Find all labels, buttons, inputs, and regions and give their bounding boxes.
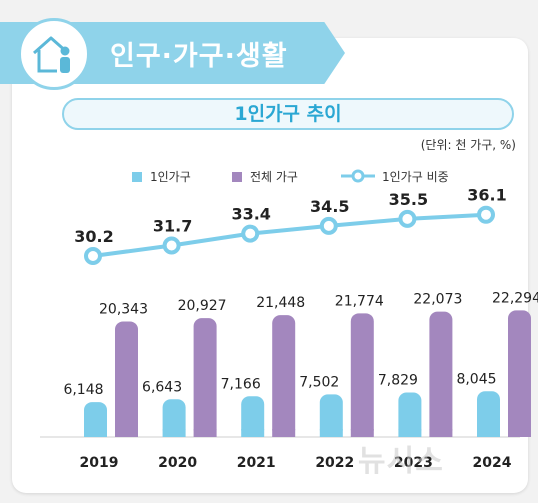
- x-tick-label: 2019: [80, 455, 119, 471]
- x-tick-label: 2022: [315, 455, 354, 471]
- legend-swatch-total: [232, 172, 242, 182]
- legend-item-ratio: 1인가구 비중: [340, 168, 449, 186]
- bar-total-base: [272, 429, 296, 437]
- ratio-point: [162, 236, 181, 255]
- data-label-ratio: 34.5: [310, 197, 349, 216]
- legend-line-icon: [341, 169, 375, 183]
- data-label-total: 21,448: [256, 295, 305, 311]
- data-label-total: 20,927: [178, 298, 227, 314]
- chart-legend: 1인가구 전체 가구 1인가구 비중: [132, 168, 492, 186]
- bar-one-person-base: [398, 429, 422, 437]
- unit-note: (단위: 천 가구, %): [420, 138, 516, 152]
- data-label-one-person: 7,502: [299, 374, 339, 390]
- legend-label-ratio: 1인가구 비중: [382, 170, 449, 184]
- bar-total-base: [350, 429, 374, 437]
- legend-label-total: 전체 가구: [250, 170, 298, 184]
- legend-item-one-person: 1인가구: [132, 168, 191, 186]
- bar-one-person-base: [477, 429, 500, 437]
- bar-one-person: [241, 396, 265, 437]
- bar-total-base: [115, 429, 138, 437]
- data-label-one-person: 8,045: [456, 371, 496, 387]
- ratio-point: [319, 216, 338, 235]
- house-person-icon: [18, 18, 90, 90]
- data-label-one-person: 7,166: [221, 376, 261, 392]
- bar-one-person: [477, 391, 500, 437]
- ratio-line: [92, 212, 487, 258]
- bar-total-base: [508, 429, 531, 437]
- bar-one-person: [162, 399, 186, 437]
- bar-total-base: [193, 429, 217, 437]
- x-tick-label: 2021: [237, 455, 276, 471]
- watermark: 뉴시스: [358, 444, 444, 479]
- legend-item-total: 전체 가구: [232, 168, 298, 186]
- data-label-total: 22,294: [492, 290, 538, 306]
- data-label-total: 22,073: [413, 292, 462, 308]
- x-tick-label: 2024: [473, 455, 512, 471]
- ratio-point: [241, 224, 260, 243]
- chart-title: 1인가구 추이: [62, 98, 514, 130]
- data-label-total: 21,774: [335, 293, 384, 309]
- data-label-one-person: 6,643: [142, 379, 182, 395]
- bar-total: [350, 313, 374, 437]
- section-title: 인구·가구·생활: [110, 41, 288, 72]
- bar-one-person-base: [241, 429, 265, 437]
- data-label-ratio: 30.2: [74, 227, 113, 246]
- data-label-total: 20,343: [99, 301, 148, 317]
- data-label-one-person: 7,829: [378, 373, 418, 389]
- bar-one-person-base: [162, 429, 186, 437]
- bar-total-base: [429, 429, 453, 437]
- x-tick-label: 2020: [158, 455, 197, 471]
- ratio-point: [477, 205, 495, 224]
- data-label-ratio: 36.1: [467, 186, 506, 205]
- ratio-point: [398, 209, 417, 228]
- bar-total: [272, 315, 296, 437]
- bar-total: [508, 310, 531, 437]
- bar-one-person-base: [319, 429, 343, 437]
- x-tick-label: 2023: [394, 455, 433, 471]
- legend-label-one-person: 1인가구: [150, 170, 191, 184]
- bar-total: [429, 311, 453, 437]
- data-label-ratio: 33.4: [231, 205, 270, 224]
- bar-one-person: [84, 402, 107, 437]
- bar-total: [193, 318, 217, 437]
- data-label-ratio: 31.7: [153, 217, 192, 236]
- bar-one-person: [398, 392, 422, 437]
- bar-one-person: [319, 394, 343, 437]
- data-label-ratio: 35.5: [389, 190, 428, 209]
- legend-swatch-one-person: [132, 172, 142, 182]
- ratio-point: [84, 247, 102, 265]
- bar-one-person-base: [84, 429, 107, 437]
- data-label-one-person: 6,148: [63, 382, 103, 398]
- bar-total: [115, 321, 138, 437]
